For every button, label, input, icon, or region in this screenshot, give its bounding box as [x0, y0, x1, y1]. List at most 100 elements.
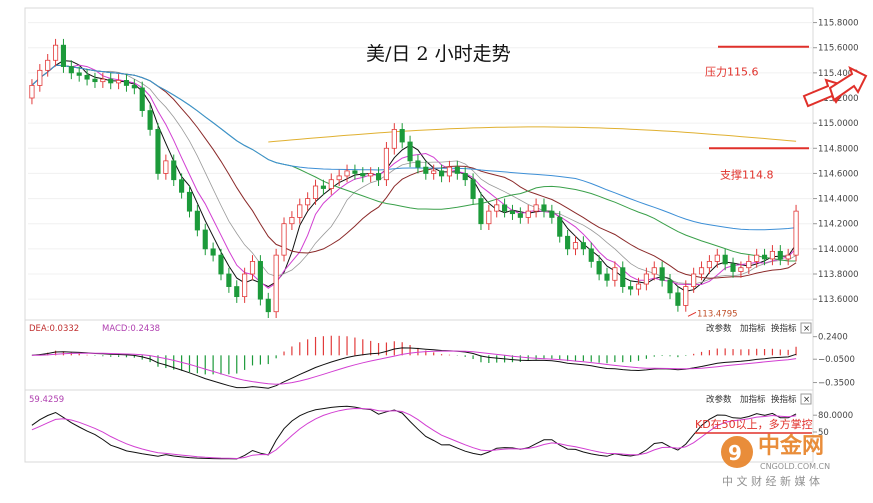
- candle-body: [84, 74, 90, 80]
- kd-switch-indicator-button[interactable]: 换指标: [771, 394, 797, 405]
- candle-body: [375, 173, 382, 181]
- y-tick-label: 115.8000: [818, 19, 859, 29]
- d-line: [31, 407, 797, 460]
- candle-body: [155, 129, 161, 174]
- y-tick-label: 0.2400: [818, 333, 848, 343]
- candle-body: [415, 160, 421, 168]
- candle-body: [588, 248, 594, 262]
- y-tick-label: 50: [818, 428, 829, 438]
- candle-body: [60, 44, 67, 67]
- candle-body: [793, 210, 799, 256]
- macd-lines: [31, 347, 797, 389]
- candle-body: [297, 204, 303, 218]
- candle-body: [580, 242, 586, 250]
- candle-body: [391, 129, 397, 149]
- macd-legend: MACD:0.2438: [102, 324, 160, 334]
- candle-body: [494, 204, 500, 212]
- candle-body: [383, 147, 389, 181]
- candle-body: [620, 267, 626, 287]
- candle-body: [179, 179, 185, 193]
- kd-lines: [31, 405, 797, 460]
- y-tick-label: 114.0000: [818, 245, 859, 255]
- kd-legend: 59.4259: [29, 395, 64, 405]
- candle-body: [486, 210, 492, 225]
- kd-close-button[interactable]: [800, 393, 812, 405]
- kd-change-params-button[interactable]: 改参数: [706, 394, 732, 405]
- kd-panel-buttons: 改参数 加指标 换指标 ×: [706, 393, 812, 405]
- candle-body: [265, 298, 271, 313]
- brand-slogan: 中 文 财 经 新 媒 体: [722, 474, 820, 488]
- moving-average-lines: [31, 60, 797, 292]
- candle-body: [76, 72, 82, 76]
- up-arrow-icon: [802, 66, 868, 108]
- k-line: [31, 405, 797, 460]
- candle-body: [360, 173, 366, 177]
- y-tick-label: 115.4000: [818, 69, 859, 79]
- candle-body: [226, 273, 232, 287]
- candle-body: [352, 170, 358, 174]
- candle-body: [628, 286, 634, 290]
- kd-close-icon: ×: [803, 395, 810, 405]
- candlesticks: [29, 38, 799, 318]
- candle-body: [202, 229, 208, 250]
- candle-body: [45, 59, 51, 71]
- ma-line-4: [31, 60, 797, 292]
- candle-body: [754, 254, 760, 262]
- candle-body: [281, 223, 287, 256]
- candle-body: [171, 160, 177, 181]
- candle-body: [328, 179, 334, 189]
- resistance-label: 压力115.6: [705, 66, 759, 79]
- main-y-axis: 115.8000115.6000115.4000115.2000115.0000…: [813, 19, 859, 305]
- candle-body: [761, 254, 768, 260]
- candle-body: [242, 273, 248, 298]
- y-tick-label: −0.3500: [818, 379, 855, 389]
- macd-close-button[interactable]: [800, 322, 812, 334]
- candle-body: [305, 198, 311, 206]
- watermark: 9 中金网 CNGOLD.COM.CN 中 文 财 经 新 媒 体: [721, 433, 830, 488]
- kd-y-axis: 80.0000 50: [813, 411, 853, 438]
- candle-body: [344, 170, 350, 177]
- candle-body: [596, 261, 602, 275]
- y-tick-label: 115.0000: [818, 119, 859, 129]
- candle-body: [116, 80, 122, 84]
- candle-body: [675, 292, 681, 306]
- candle-body: [722, 254, 728, 265]
- candle-body: [423, 166, 429, 174]
- y-tick-label: 114.8000: [818, 144, 859, 154]
- candle-body: [525, 210, 531, 218]
- candle-body: [163, 160, 169, 174]
- y-tick-label: 114.4000: [818, 195, 859, 205]
- candle-body: [147, 110, 153, 130]
- candle-body: [139, 87, 145, 111]
- candle-body: [557, 217, 563, 237]
- candle-body: [698, 267, 705, 275]
- dea-legend: DEA:0.0332: [29, 324, 79, 334]
- kd-add-indicator-button[interactable]: 加指标: [740, 394, 766, 405]
- macd-change-params-button[interactable]: 改参数: [706, 323, 732, 334]
- candle-body: [368, 173, 374, 177]
- candle-body: [714, 254, 720, 262]
- candle-body: [108, 78, 114, 84]
- candle-body: [289, 217, 295, 225]
- y-tick-label: 113.8000: [818, 270, 859, 280]
- candle-body: [234, 286, 240, 298]
- low-price-label: 113.4795: [697, 309, 738, 319]
- candle-body: [431, 170, 437, 174]
- candle-body: [123, 80, 130, 86]
- candle-body: [746, 261, 752, 269]
- candle-body: [470, 179, 476, 199]
- macd-y-axis: 0.2400 −0.0500 −0.3500: [813, 333, 855, 389]
- candle-body: [336, 175, 342, 181]
- candle-body: [53, 44, 59, 61]
- brand-logo-glyph: 9: [728, 441, 742, 465]
- ma-line-long: [268, 126, 797, 143]
- candle-body: [210, 248, 216, 256]
- macd-switch-indicator-button[interactable]: 换指标: [771, 323, 797, 334]
- macd-add-indicator-button[interactable]: 加指标: [740, 323, 766, 334]
- macd-close-icon: ×: [803, 324, 810, 334]
- support-label: 支撑114.8: [720, 167, 774, 181]
- candle-body: [186, 191, 193, 212]
- candle-body: [691, 273, 697, 287]
- candle-body: [635, 283, 642, 290]
